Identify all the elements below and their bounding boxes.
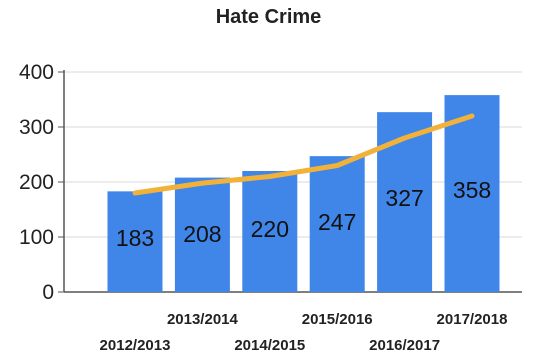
bar xyxy=(174,177,230,292)
x-tick-label: 2012/2013 xyxy=(100,337,171,354)
x-tick-label: 2013/2014 xyxy=(167,311,239,328)
y-tick-label: 400 xyxy=(19,61,54,84)
y-tick-label: 100 xyxy=(19,226,54,249)
x-tick-label: 2015/2016 xyxy=(302,311,373,328)
y-tick-label: 300 xyxy=(19,116,54,139)
data-label: 327 xyxy=(385,185,423,211)
bar xyxy=(444,95,500,292)
data-label: 220 xyxy=(251,216,289,242)
y-tick-label: 200 xyxy=(19,171,54,194)
x-tick-label: 2014/2015 xyxy=(234,337,305,354)
bar xyxy=(377,112,433,293)
bar xyxy=(242,171,298,292)
y-tick-label: 0 xyxy=(42,281,54,304)
bar xyxy=(107,191,163,292)
chart-title: Hate Crime xyxy=(215,6,322,28)
data-label: 183 xyxy=(116,225,154,251)
trend-line xyxy=(132,113,475,196)
x-tick-label: 2016/2017 xyxy=(369,337,440,354)
data-label: 358 xyxy=(453,177,491,203)
data-label: 208 xyxy=(183,221,221,247)
bar xyxy=(309,156,365,292)
data-label: 247 xyxy=(318,209,356,235)
x-tick-label: 2017/2018 xyxy=(437,311,508,328)
